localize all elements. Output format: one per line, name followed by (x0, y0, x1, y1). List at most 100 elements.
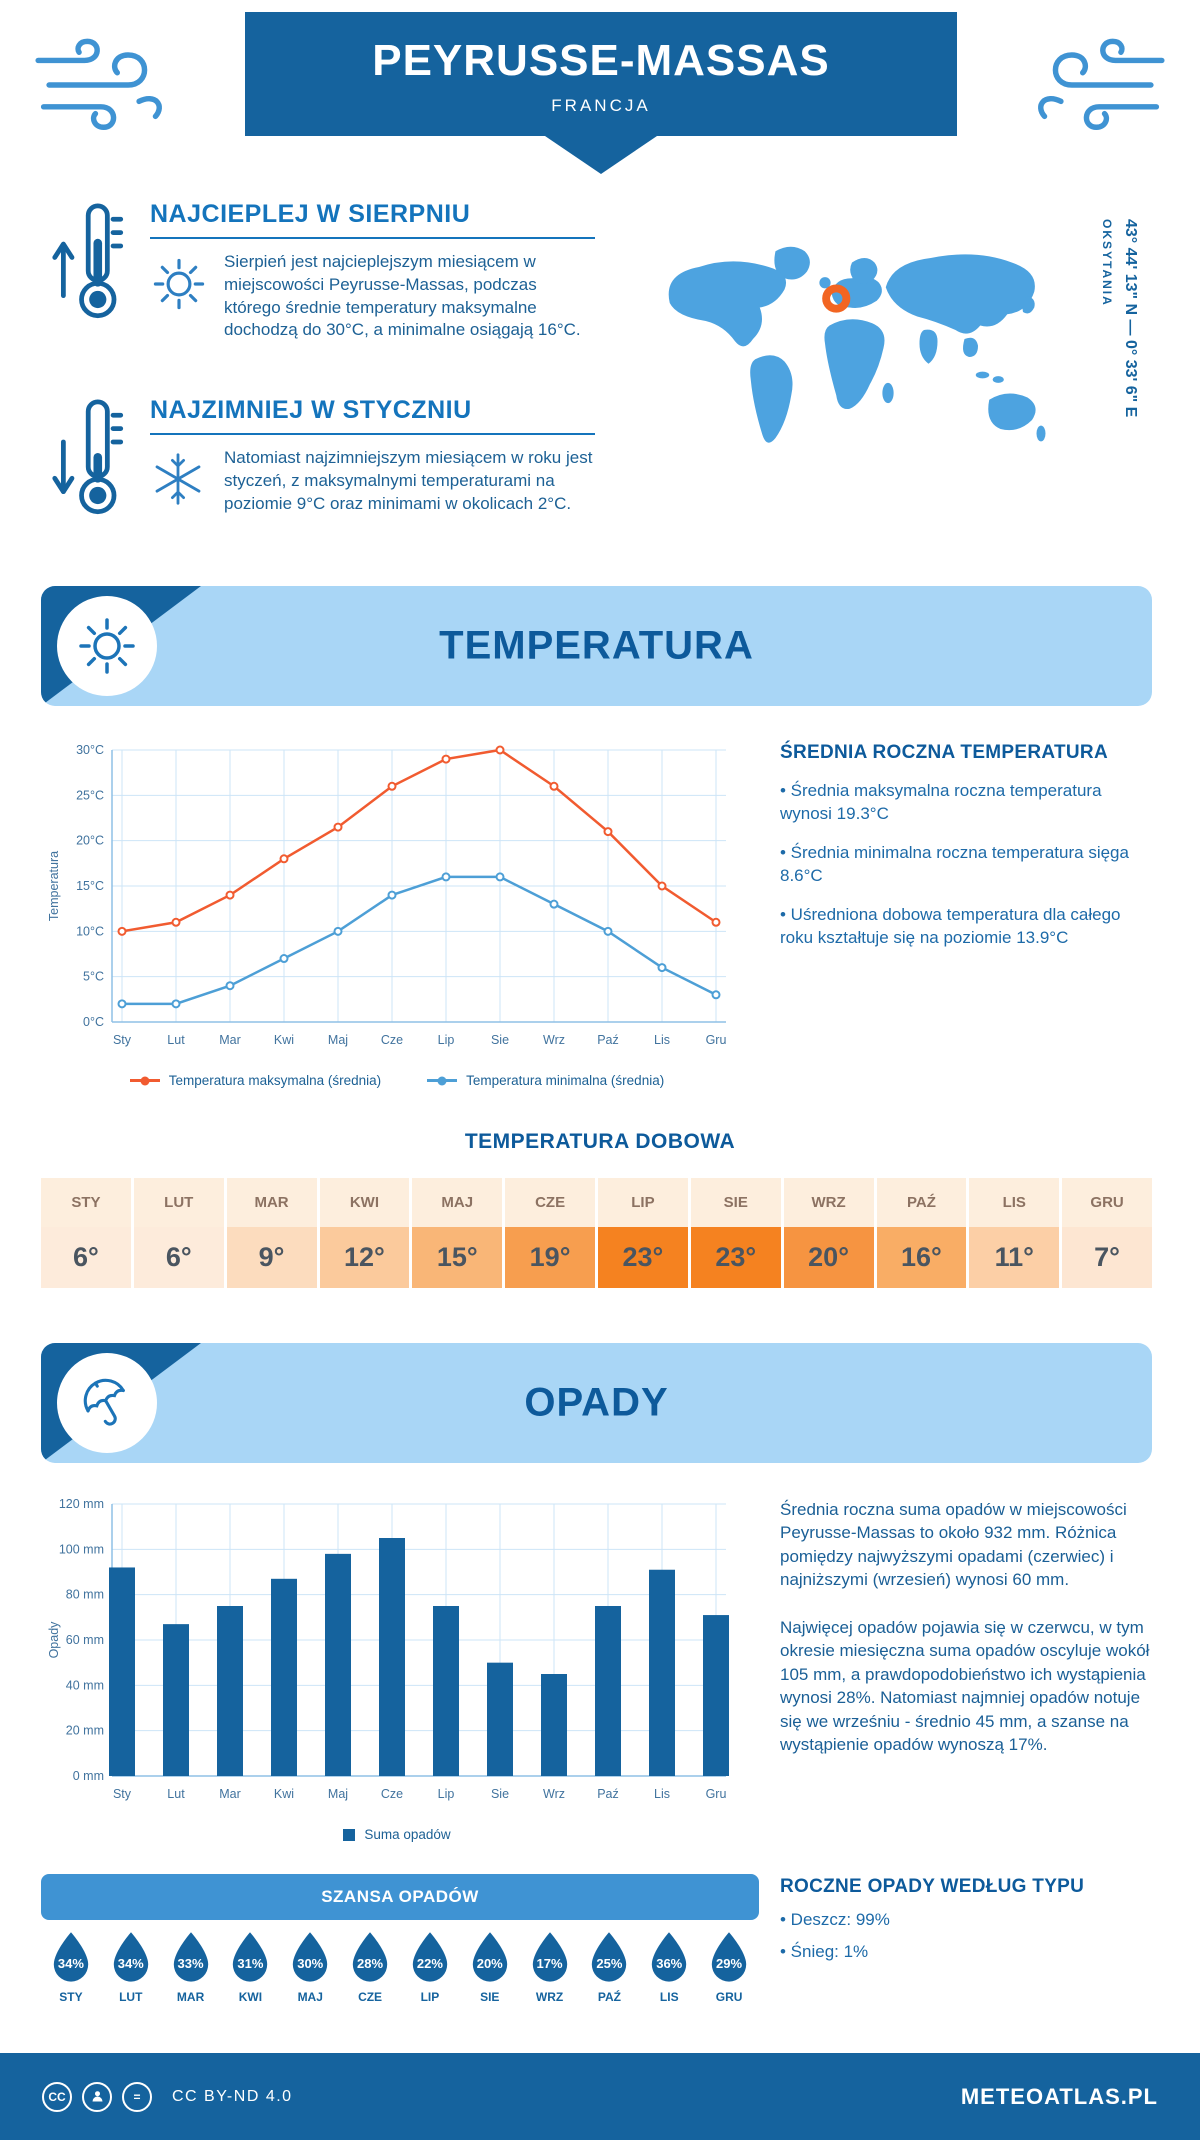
month-column: LIP 23° (598, 1178, 688, 1288)
chance-month-label: STY (59, 1990, 83, 2004)
precip-chance-item: 36% LIS (639, 1930, 699, 2004)
country-subtitle: FRANCJA (551, 96, 651, 115)
chance-month-label: MAR (176, 1990, 205, 2004)
svg-text:10°C: 10°C (76, 924, 104, 938)
svg-text:Wrz: Wrz (543, 1787, 565, 1801)
chance-value: 36% (656, 1956, 683, 1971)
svg-text:Lip: Lip (438, 1787, 455, 1801)
precipitation-paragraph: Najwięcej opadów pojawia się w czerwcu, … (780, 1617, 1150, 1755)
svg-text:Maj: Maj (328, 1787, 348, 1801)
license-badge: CC = CC BY-ND 4.0 (42, 2081, 293, 2112)
svg-text:Sie: Sie (491, 1033, 509, 1047)
svg-text:Sty: Sty (113, 1787, 132, 1801)
coldest-month-heading: NAJZIMNIEJ W STYCZNIU (150, 396, 595, 435)
data-point (333, 822, 343, 832)
type-bullet: • Deszcz: 99% (780, 1910, 890, 1929)
month-column: KWI 12° (319, 1178, 410, 1288)
daily-temperature: 20° (783, 1227, 874, 1288)
temperature-summary-heading: ŚREDNIA ROCZNA TEMPERATURA (780, 742, 1108, 763)
month-column: CZE 19° (505, 1178, 595, 1288)
month-header: MAR (226, 1178, 317, 1227)
sun-icon (150, 251, 224, 342)
svg-text:Mar: Mar (219, 1787, 241, 1801)
month-header: WRZ (783, 1178, 874, 1227)
precip-chance-item: 22% LIP (400, 1930, 460, 2004)
data-point (171, 917, 181, 927)
water-drop-icon: 29% (706, 1930, 752, 1985)
chance-value: 31% (237, 1956, 264, 1971)
svg-text:Lis: Lis (654, 1033, 670, 1047)
legend-item: Temperatura maksymalna (średnia) (129, 1073, 381, 1088)
precipitation-bar (217, 1606, 243, 1776)
data-point (657, 963, 667, 973)
water-drop-icon: 20% (467, 1930, 513, 1985)
temperature-chart: 0°C 5°C 10°C 15°C 20°C 25°C 30°C Sty Lut Mar Kwi Ma… (42, 738, 752, 1063)
coldest-month-section: NAJZIMNIEJ W STYCZNIU Natomiast najzimni… (50, 396, 595, 535)
month-header: PAŹ (876, 1178, 967, 1227)
month-column: LUT 6° (133, 1178, 224, 1288)
precipitation-paragraph: Średnia roczna suma opadów w miejscowośc… (780, 1500, 1127, 1590)
temperature-section-banner: TEMPERATURA (41, 586, 1152, 706)
data-point (279, 954, 289, 964)
wind-icon (1020, 30, 1170, 140)
data-point (549, 899, 559, 909)
temperature-section-title: TEMPERATURA (439, 623, 754, 668)
month-header: KWI (319, 1178, 410, 1227)
svg-text:Lip: Lip (438, 1033, 455, 1047)
month-header: SIE (690, 1178, 781, 1227)
precipitation-section-title: OPADY (524, 1380, 669, 1425)
thermometer-cold-icon (50, 396, 150, 535)
chance-value: 22% (416, 1956, 443, 1971)
precip-chance-item: 34% LUT (101, 1930, 161, 2004)
svg-text:Paź: Paź (597, 1033, 619, 1047)
precipitation-bar (433, 1606, 459, 1776)
svg-text:Opady: Opady (47, 1621, 61, 1659)
month-column: STY 6° (41, 1178, 131, 1288)
daily-temperature: 16° (876, 1227, 967, 1288)
month-column: WRZ 20° (783, 1178, 874, 1288)
chance-banner: SZANSA OPADÓW (41, 1874, 759, 1920)
water-drop-icon: 36% (646, 1930, 692, 1985)
svg-text:100 mm: 100 mm (59, 1542, 104, 1556)
snowflake-icon (150, 447, 224, 515)
water-drop-icon: 34% (48, 1930, 94, 1985)
summary-bullet: • Średnia maksymalna roczna temperatura … (780, 781, 1102, 823)
no-derivatives-icon: = (122, 2081, 152, 2112)
page-title: PEYRUSSE-MASSAS (372, 36, 830, 85)
month-header: GRU (1062, 1178, 1152, 1227)
precipitation-bar (595, 1606, 621, 1776)
thermometer-warm-icon (50, 200, 150, 342)
svg-text:0°C: 0°C (83, 1015, 104, 1029)
chance-month-label: SIE (480, 1990, 500, 2004)
data-point (603, 926, 613, 936)
chance-month-label: LIS (659, 1990, 679, 2004)
water-drop-icon: 30% (287, 1930, 333, 1985)
precipitation-bar (703, 1615, 729, 1776)
chance-value: 20% (476, 1956, 503, 1971)
data-point (495, 745, 505, 755)
svg-text:25°C: 25°C (76, 788, 104, 802)
chance-value: 34% (57, 1956, 84, 1971)
precip-chance-item: 17% WRZ (520, 1930, 580, 2004)
chance-month-label: CZE (358, 1990, 383, 2004)
chance-value: 25% (596, 1956, 623, 1971)
svg-text:0 mm: 0 mm (73, 1769, 104, 1783)
brand-logo[interactable]: METEOATLAS.PL (960, 2083, 1158, 2109)
daily-temperature: 11° (969, 1227, 1060, 1288)
water-drop-icon: 28% (347, 1930, 393, 1985)
month-header: STY (41, 1178, 131, 1227)
data-point (117, 926, 127, 936)
location-map: OKSYTANIA 43° 44' 13" N — 0° 33' 6" E (645, 205, 1160, 540)
daily-temperature: 23° (598, 1227, 688, 1288)
precipitation-bar (487, 1662, 513, 1776)
data-point (333, 926, 343, 936)
temperature-chart-block: 0°C 5°C 10°C 15°C 20°C 25°C 30°C Sty Lut Mar Kwi Ma… (42, 738, 752, 1088)
sun-icon (57, 596, 157, 696)
water-drop-icon: 17% (527, 1930, 573, 1985)
chance-value: 17% (536, 1956, 563, 1971)
cc-icon: CC (42, 2081, 72, 2112)
month-column: SIE 23° (690, 1178, 781, 1288)
data-point (711, 917, 721, 927)
data-point (549, 781, 559, 791)
world-map (668, 246, 1046, 443)
